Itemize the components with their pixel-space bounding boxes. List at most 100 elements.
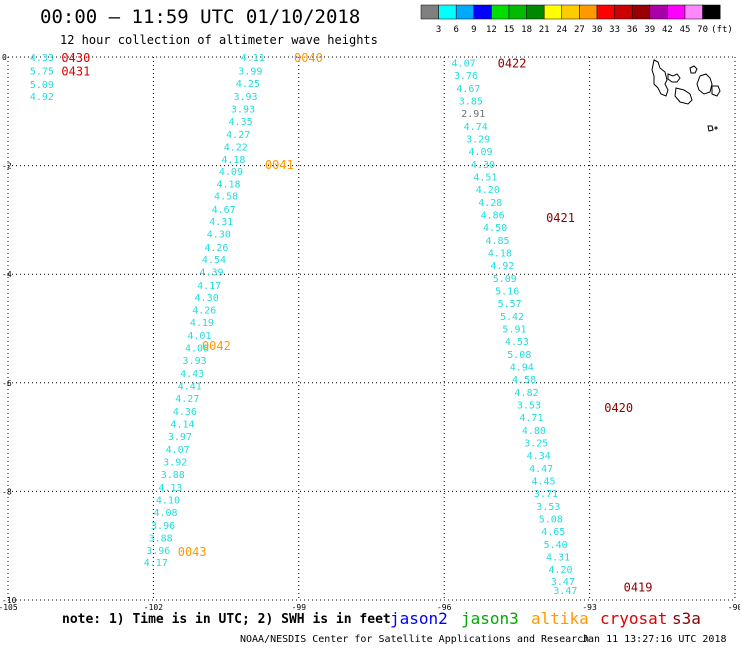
wave-height-value: 4.25	[236, 79, 260, 90]
satellite-label-jason3: jason3	[461, 609, 519, 628]
wave-height-value: 3.71	[534, 489, 558, 500]
wave-height-value: 3.96	[151, 521, 175, 532]
y-tick-label: -4	[2, 270, 12, 279]
credit-line: NOAA/NESDIS Center for Satellite Applica…	[240, 634, 590, 645]
legend-swatch	[702, 4, 721, 20]
island-outline	[674, 87, 693, 105]
island-outline	[667, 73, 681, 83]
wave-height-value: 4.22	[224, 143, 248, 154]
wave-height-value: 3.25	[524, 439, 548, 450]
y-tick-label: -6	[2, 379, 12, 388]
pass-time-label: 0419	[624, 580, 653, 594]
wave-height-value: 4.17	[144, 558, 168, 569]
x-tick-label: -102	[144, 603, 163, 612]
pass-time-label: 0420	[604, 401, 633, 415]
generated-timestamp: Jan 11 13:27:16 UTC 2018	[582, 634, 727, 645]
island-outline	[707, 125, 714, 132]
pass-time-label: 0421	[546, 211, 575, 225]
islet-dot	[714, 126, 718, 130]
legend-level-label: 9	[471, 25, 476, 35]
wave-height-value: 4.31	[546, 553, 570, 564]
wave-height-value: 4.26	[192, 305, 216, 316]
wave-height-value: 4.14	[170, 420, 194, 431]
island-outlines	[651, 59, 721, 132]
wave-height-value: 4.27	[175, 394, 199, 405]
color-legend: 3 6 9 12 15 18 21 24 27 30 33 36 39 42 45 70 (ft)	[420, 4, 733, 35]
wave-height-value: 5.40	[544, 540, 568, 551]
pass-time-label: 0042	[202, 339, 231, 353]
legend-level-label: 3	[436, 25, 441, 35]
wave-height-value: 4.18	[221, 155, 245, 166]
wave-height-value: 4.67	[212, 205, 236, 216]
wave-height-value: 4.07	[166, 445, 190, 456]
wave-height-value: 4.92	[490, 261, 514, 272]
pass-time-label: 0430	[61, 51, 90, 65]
wave-height-value: 4.51	[473, 172, 497, 183]
legend-level-label: 24	[556, 25, 567, 35]
island-outline	[651, 59, 669, 97]
legend-level-label: 21	[539, 25, 550, 35]
wave-height-value: 3.76	[454, 71, 478, 82]
wave-height-value: 5.75	[30, 67, 54, 78]
x-tick-label: -90	[728, 603, 740, 612]
page-subtitle: 12 hour collection of altimeter wave hei…	[60, 33, 378, 47]
wave-height-value: 3.93	[231, 105, 255, 116]
wave-height-value: 5.57	[498, 299, 522, 310]
units-note: note: 1) Time is in UTC; 2) SWH is in fe…	[62, 612, 391, 627]
wave-height-value: 4.74	[464, 122, 488, 133]
wave-height-value: 3.47	[551, 577, 575, 588]
wave-height-value: 3.97	[168, 432, 192, 443]
legend-level-label: 30	[592, 25, 603, 35]
wave-height-value: 4.08	[153, 508, 177, 519]
wave-height-value: 3.53	[536, 502, 560, 513]
y-tick-label: 0	[2, 53, 7, 62]
wave-height-value: 4.31	[209, 217, 233, 228]
wave-height-value: 4.26	[204, 243, 228, 254]
pass-time-label: 0431	[61, 65, 90, 79]
x-tick-label: -105	[0, 603, 18, 612]
x-tick-label: -96	[437, 603, 452, 612]
wave-height-value: 3.99	[238, 67, 262, 78]
wave-height-value: 4.34	[527, 451, 551, 462]
wave-height-value: 4.17	[197, 281, 221, 292]
wave-height-value: 4.07	[452, 58, 476, 69]
wave-height-value: 4.20	[548, 565, 572, 576]
wave-height-value: 4.39	[200, 267, 224, 278]
wave-height-value: 4.58	[512, 375, 536, 386]
pass-time-label: 0043	[178, 545, 207, 559]
wave-height-value: 2.91	[461, 109, 485, 120]
legend-level-label: 18	[521, 25, 532, 35]
wave-height-value: 4.65	[541, 527, 565, 538]
wave-height-value: 4.43	[180, 369, 204, 380]
pass-time-label: 0422	[498, 56, 527, 70]
wave-height-value: 4.09	[469, 147, 493, 158]
satellite-label-cryosat: cryosat	[600, 609, 668, 628]
wave-height-value: 4.94	[510, 363, 534, 374]
legend-unit-label: (ft)	[711, 25, 733, 35]
x-tick-label: -99	[292, 603, 307, 612]
wave-height-value: 3.93	[183, 356, 207, 367]
legend-level-label: 70	[697, 25, 708, 35]
wave-height-value: 4.30	[195, 293, 219, 304]
island-outline	[711, 85, 721, 97]
legend-level-label: 45	[680, 25, 691, 35]
legend-level-label: 33	[609, 25, 620, 35]
wave-height-value: 4.20	[476, 185, 500, 196]
wave-height-value: 4.86	[481, 210, 505, 221]
wave-height-value: 4.53	[505, 337, 529, 348]
wave-height-value: 3.93	[233, 92, 257, 103]
wave-height-value: 4.71	[519, 413, 543, 424]
wave-height-value: 4.08	[185, 344, 209, 355]
wave-height-value: 4.35	[229, 117, 253, 128]
wave-height-value: 4.47	[529, 464, 553, 475]
wave-height-value: 4.18	[488, 248, 512, 259]
x-tick-label: -93	[582, 603, 597, 612]
wave-height-value: 4.01	[187, 331, 211, 342]
island-outline	[689, 65, 698, 74]
page-title: 00:00 – 11:59 UTC 01/10/2018	[40, 6, 361, 28]
wave-height-value: 3.85	[459, 96, 483, 107]
wave-height-value: 4.30	[207, 229, 231, 240]
wave-height-value: 4.50	[483, 223, 507, 234]
wave-height-value: 3.96	[146, 546, 170, 557]
